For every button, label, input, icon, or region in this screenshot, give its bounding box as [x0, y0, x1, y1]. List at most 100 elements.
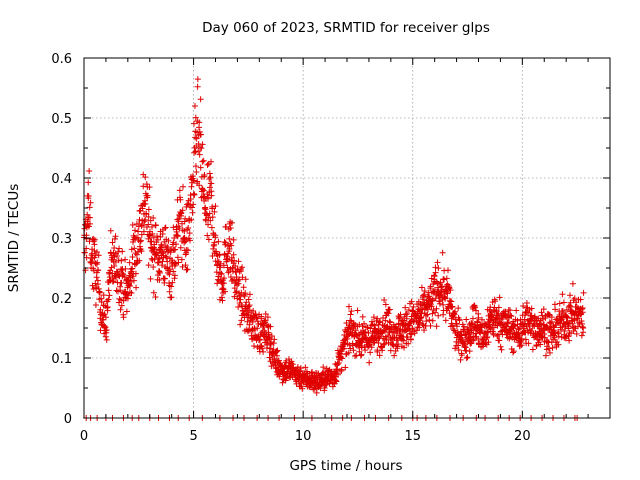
data-point: [200, 187, 207, 194]
data-points: [81, 76, 587, 421]
data-point: [212, 203, 219, 210]
data-point: [424, 311, 431, 318]
data-point: [235, 258, 242, 265]
data-point: [85, 179, 92, 186]
data-point: [211, 208, 218, 215]
data-point: [573, 330, 580, 337]
data-point: [525, 340, 532, 347]
data-point: [188, 183, 195, 190]
x-tick-label: 0: [80, 429, 88, 444]
data-point: [146, 231, 153, 238]
data-point: [297, 368, 304, 375]
data-point: [448, 304, 455, 311]
data-point: [387, 319, 394, 326]
data-point: [246, 302, 253, 309]
data-point: [565, 333, 572, 340]
data-point: [133, 251, 140, 258]
data-point: [103, 336, 110, 343]
data-point: [404, 310, 411, 317]
data-point: [428, 303, 435, 310]
data-point: [374, 315, 381, 322]
data-point: [404, 334, 411, 341]
data-point: [297, 365, 304, 372]
data-point: [203, 211, 210, 218]
data-point: [92, 280, 99, 287]
x-axis-label: GPS time / hours: [289, 458, 402, 474]
data-point: [268, 338, 275, 345]
data-point: [497, 343, 504, 350]
data-point: [209, 214, 216, 221]
data-point: [227, 224, 234, 231]
data-point: [206, 210, 213, 217]
data-point: [119, 270, 126, 277]
data-point: [472, 304, 479, 311]
data-point: [441, 276, 448, 283]
data-point: [114, 269, 121, 276]
data-point: [238, 317, 245, 324]
data-point: [377, 318, 384, 325]
data-point: [403, 327, 410, 334]
data-point: [171, 234, 178, 241]
data-point: [541, 330, 548, 337]
data-point: [150, 215, 157, 222]
data-point: [484, 328, 491, 335]
data-point: [202, 206, 209, 213]
data-point: [432, 269, 439, 276]
data-point: [254, 318, 261, 325]
data-point: [309, 368, 316, 375]
data-point: [120, 297, 127, 304]
data-point: [421, 327, 428, 334]
data-point: [578, 306, 585, 313]
data-point: [437, 279, 444, 286]
data-point: [342, 364, 349, 371]
data-point: [173, 241, 180, 248]
data-point: [108, 264, 115, 271]
data-point: [537, 341, 544, 348]
data-point: [122, 256, 129, 263]
data-point: [555, 333, 562, 340]
data-point: [224, 256, 231, 263]
data-point: [140, 183, 147, 190]
data-point: [137, 238, 144, 245]
data-point: [109, 239, 116, 246]
data-point: [551, 334, 558, 341]
data-point: [137, 237, 144, 244]
data-point: [554, 339, 561, 346]
data-point: [463, 316, 470, 323]
data-point: [485, 339, 492, 346]
data-point: [172, 261, 179, 268]
data-point: [199, 186, 206, 193]
data-point: [195, 148, 202, 155]
data-point: [96, 289, 103, 296]
data-point: [354, 307, 361, 314]
data-point: [447, 287, 454, 294]
data-point: [90, 238, 97, 245]
data-point: [347, 345, 354, 352]
data-point: [205, 236, 212, 243]
data-point: [483, 334, 490, 341]
data-point: [245, 296, 252, 303]
data-point: [136, 208, 143, 215]
data-point: [184, 201, 191, 208]
data-point: [241, 293, 248, 300]
data-point: [92, 301, 99, 308]
data-point: [105, 287, 112, 294]
data-point: [184, 266, 191, 273]
data-point: [85, 193, 92, 200]
data-point: [226, 246, 233, 253]
data-point: [463, 355, 470, 362]
data-point: [228, 242, 235, 249]
data-point: [185, 225, 192, 232]
data-point: [279, 379, 286, 386]
data-point: [571, 295, 578, 302]
data-point: [511, 322, 518, 329]
data-point: [94, 259, 101, 266]
data-point: [508, 313, 515, 320]
data-point: [376, 319, 383, 326]
data-point: [196, 151, 203, 158]
data-point: [177, 196, 184, 203]
data-point: [118, 302, 125, 309]
data-point: [235, 304, 242, 311]
data-point: [201, 172, 208, 179]
data-point: [116, 245, 123, 252]
